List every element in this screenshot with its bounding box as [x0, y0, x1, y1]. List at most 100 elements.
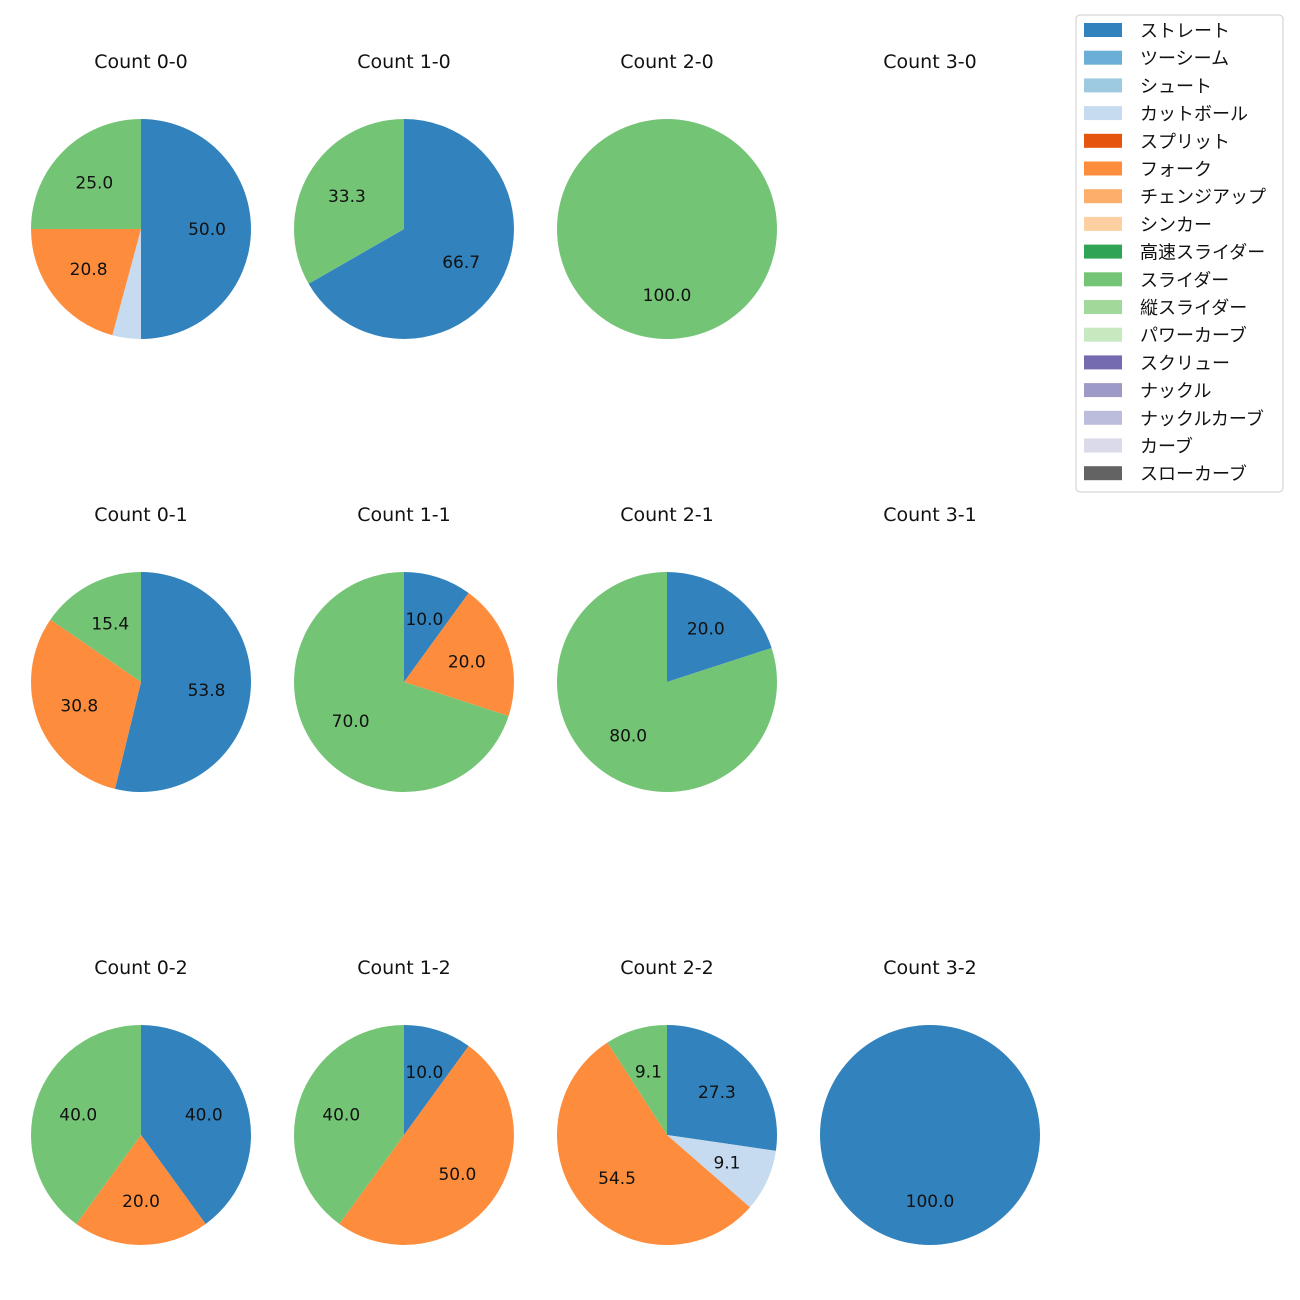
legend-swatch: [1084, 410, 1122, 425]
pie-slice-label: 10.0: [405, 1063, 443, 1083]
legend-label: パワーカーブ: [1140, 325, 1247, 347]
pie-slice: [667, 1025, 778, 1151]
pie-slice-label: 53.8: [188, 681, 226, 701]
pie-title: Count 1-0: [357, 51, 451, 73]
pie-title: Count 2-1: [620, 504, 714, 526]
pie-slice: [31, 119, 141, 229]
legend: ストレートツーシームシュートカットボールスプリットフォークチェンジアップシンカー…: [1075, 14, 1284, 493]
pie-slice-label: 10.0: [405, 610, 443, 630]
legend-item: シンカー: [1084, 215, 1212, 236]
pie-slice-label: 33.3: [328, 187, 366, 207]
legend-item: ナックル: [1084, 381, 1211, 402]
pie-slice: [557, 572, 777, 792]
legend-item: スローカーブ: [1084, 463, 1247, 485]
pie-slice-label: 70.0: [332, 712, 370, 732]
pie-slice: [30, 619, 142, 789]
legend-swatch: [1084, 23, 1122, 37]
legend-label: スローカーブ: [1140, 463, 1247, 485]
pie-title: Count 1-1: [357, 504, 451, 526]
pie-slice: [31, 1025, 141, 1224]
pie-slice: [141, 119, 251, 339]
legend-swatch: [1084, 355, 1122, 370]
legend-item: スクリュー: [1084, 353, 1230, 374]
pie-title: Count 3-0: [883, 51, 977, 73]
pie-slice: [294, 1025, 404, 1224]
pie-slice-label: 20.0: [448, 653, 486, 673]
pie-count-1-2: Count 1-2 10.0 50.0 40.0: [294, 957, 514, 1245]
pie-title: Count 3-2: [883, 957, 977, 979]
legend-item: カーブ: [1084, 436, 1193, 458]
legend-label: ストレート: [1140, 21, 1230, 42]
pie-slice-label: 80.0: [609, 726, 647, 746]
legend-label: カーブ: [1140, 436, 1193, 458]
pie-slice-label: 20.0: [687, 620, 725, 640]
legend-label: スライダー: [1140, 270, 1229, 291]
legend-swatch: [1084, 50, 1122, 65]
pie-slice: [294, 572, 509, 792]
legend-item: スプリット: [1084, 132, 1230, 153]
pie-slice-label: 66.7: [442, 253, 480, 273]
pie-slice: [404, 572, 469, 682]
legend-label: チェンジアップ: [1140, 187, 1266, 208]
pie-count-3-1: Count 3-1: [883, 504, 977, 526]
pie-title: Count 0-2: [94, 957, 188, 979]
legend-item: フォーク: [1084, 160, 1212, 181]
pie-slice-label: 40.0: [59, 1106, 97, 1126]
pie-slice-label: 100.0: [643, 286, 692, 306]
legend-label: ナックル: [1140, 381, 1211, 402]
legend-swatch: [1084, 383, 1122, 398]
pie-slice: [76, 1135, 206, 1245]
pie-slice: [50, 572, 141, 682]
pie-count-0-1: Count 0-1 53.8 30.8 15.4: [30, 504, 251, 792]
legend-item: 縦スライダー: [1084, 298, 1247, 319]
pie-slice-label: 9.1: [713, 1154, 740, 1174]
pie-count-0-0: Count 0-0 50.0 20.8 25.0: [31, 51, 251, 339]
legend-item: 高速スライダー: [1084, 243, 1265, 264]
pie-slice: [404, 593, 515, 716]
legend-item: ストレート: [1084, 21, 1230, 42]
legend-swatch: [1084, 216, 1122, 231]
pie-title: Count 1-2: [357, 957, 451, 979]
pie-slice: [557, 1042, 750, 1245]
pie-count-2-0: Count 2-0 100.0: [557, 51, 777, 339]
legend-swatch: [1084, 327, 1122, 342]
pie-count-3-2: Count 3-2 100.0: [820, 957, 1040, 1245]
pie-slice-label: 40.0: [185, 1106, 223, 1126]
legend-label: シュート: [1140, 76, 1212, 97]
pie-title: Count 0-0: [94, 51, 188, 73]
pie-slice: [607, 1025, 667, 1135]
pie-slice: [667, 1135, 776, 1208]
pie-slice: [293, 119, 404, 284]
pie-slice: [114, 572, 251, 792]
pie-slice-label: 15.4: [91, 615, 129, 635]
legend-label: 縦スライダー: [1140, 298, 1247, 319]
pie-slice: [31, 229, 141, 336]
pie-slice-label: 9.1: [635, 1063, 662, 1083]
legend-item: チェンジアップ: [1084, 187, 1266, 208]
pie-count-1-0: Count 1-0 66.7 33.3: [293, 51, 514, 339]
pie-slice-label: 100.0: [906, 1192, 955, 1212]
pie-slice: [112, 229, 141, 339]
legend-swatch: [1084, 466, 1122, 481]
pie-slice-label: 30.8: [60, 697, 98, 717]
pie-slice-label: 40.0: [322, 1106, 360, 1126]
legend-swatch: [1084, 133, 1122, 148]
pie-slice-label: 25.0: [75, 173, 113, 193]
pie-slice: [820, 1025, 1040, 1245]
legend-item: スライダー: [1084, 270, 1229, 291]
legend-swatch: [1084, 78, 1122, 93]
legend-label: スプリット: [1140, 132, 1230, 153]
legend-label: スクリュー: [1140, 353, 1230, 374]
legend-label: ツーシーム: [1140, 49, 1229, 70]
pie-title: Count 3-1: [883, 504, 977, 526]
pie-slice: [308, 119, 514, 339]
legend-swatch: [1084, 272, 1122, 287]
pie-title: Count 2-0: [620, 51, 714, 73]
legend-item: カットボール: [1084, 104, 1248, 125]
legend-label: 高速スライダー: [1140, 243, 1265, 264]
legend-swatch: [1084, 244, 1122, 259]
pie-count-0-2: Count 0-2 40.0 20.0 40.0: [31, 957, 251, 1245]
legend-swatch: [1084, 106, 1122, 121]
pie-count-1-1: Count 1-1 10.0 20.0 70.0: [294, 504, 515, 792]
